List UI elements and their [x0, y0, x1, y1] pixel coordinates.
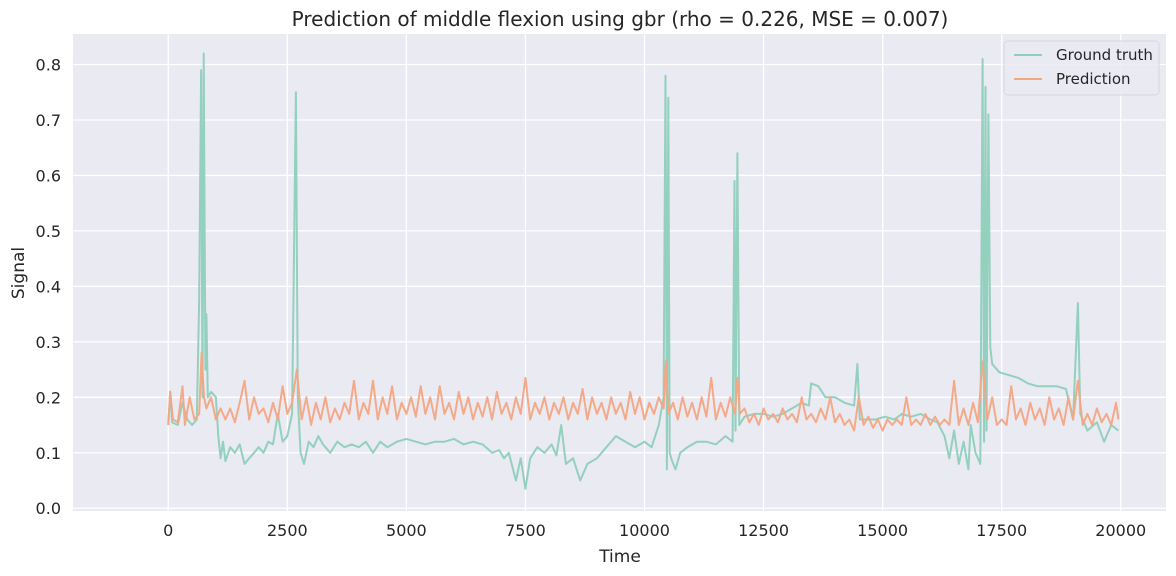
y-tick-label: 0.2	[36, 388, 61, 407]
x-axis-label: Time	[598, 547, 641, 567]
grid	[73, 34, 1166, 511]
tick-labels: 0 2500 5000 7500 10000 12500 15000 17500 20000 0.…	[36, 56, 1147, 540]
series-layer	[167, 52, 1120, 490]
x-tick-label: 17500	[976, 521, 1027, 540]
x-tick-label: 15000	[857, 521, 908, 540]
x-tick-label: 0	[163, 521, 173, 540]
legend-label: Ground truth	[1056, 46, 1153, 64]
y-tick-label: 0.5	[36, 222, 61, 241]
legend-label: Prediction	[1056, 70, 1131, 88]
y-tick-label: 0.8	[36, 56, 61, 75]
x-tick-label: 2500	[267, 521, 308, 540]
x-tick-label: 10000	[619, 521, 670, 540]
y-axis-label: Signal	[9, 247, 29, 299]
chart-title: Prediction of middle flexion using gbr (…	[292, 7, 949, 31]
y-tick-label: 0.0	[36, 499, 61, 518]
y-tick-label: 0.6	[36, 166, 61, 185]
x-tick-label: 12500	[738, 521, 789, 540]
legend-box	[1003, 40, 1160, 96]
series-line-prediction	[167, 351, 1120, 432]
x-tick-label: 20000	[1095, 521, 1146, 540]
y-tick-label: 0.1	[36, 444, 61, 463]
series-line-ground-truth	[167, 52, 1120, 490]
y-tick-label: 0.7	[36, 111, 61, 130]
x-tick-label: 5000	[386, 521, 427, 540]
x-tick-label: 7500	[505, 521, 546, 540]
legend: Ground truth Prediction	[1003, 40, 1160, 96]
y-tick-label: 0.3	[36, 333, 61, 352]
y-tick-label: 0.4	[36, 277, 61, 296]
